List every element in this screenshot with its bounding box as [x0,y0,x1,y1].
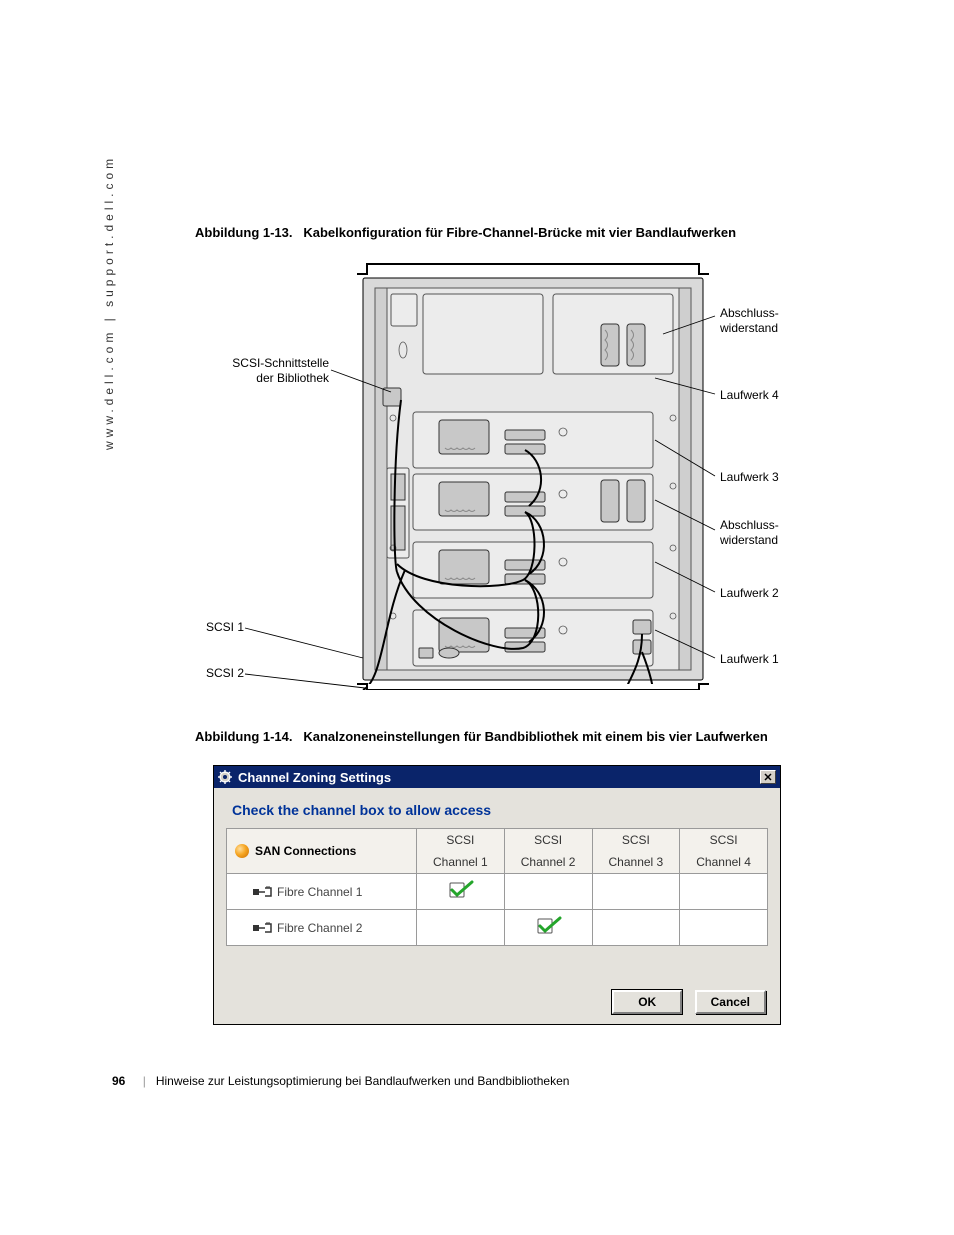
col1-l2: Channel 1 [417,851,505,874]
zoning-cell[interactable] [592,910,680,946]
row-label: Fibre Channel 1 [227,874,417,910]
col1-l1: SCSI [417,829,505,852]
col3-l2: Channel 3 [592,851,680,874]
side-url-text: www.dell.com | support.dell.com [102,155,116,450]
close-button[interactable]: ✕ [760,770,776,784]
zoning-cell[interactable] [592,874,680,910]
fig2-caption-text: Kanalzoneneinstellungen für Bandbiblioth… [303,729,767,744]
table-row: Fibre Channel 2 [227,910,768,946]
fc-icon [253,886,271,898]
col2-l2: Channel 2 [504,851,592,874]
page-number: 96 [112,1074,125,1088]
gear-icon [218,770,232,784]
zoning-cell[interactable] [680,874,768,910]
dialog-title: Channel Zoning Settings [238,770,760,785]
zoning-table: SAN Connections SCSI SCSI SCSI SCSI Chan… [226,828,768,946]
dialog-button-row: OK Cancel [604,990,766,1014]
zoning-cell[interactable] [680,910,768,946]
zoning-cell[interactable] [417,910,505,946]
page-footer: 96 | Hinweise zur Leistungsoptimierung b… [112,1074,569,1088]
fig2-caption-prefix: Abbildung 1-14. [195,729,293,744]
table-row-header: SAN Connections [255,844,356,858]
fig1-caption-text: Kabelkonfiguration für Fibre-Channel-Brü… [303,225,736,240]
ok-button[interactable]: OK [612,990,682,1014]
footer-text: Hinweise zur Leistungsoptimierung bei Ba… [156,1074,570,1088]
footer-separator: | [143,1074,146,1088]
col4-l1: SCSI [680,829,768,852]
col3-l1: SCSI [592,829,680,852]
figure-1-caption: Abbildung 1-13. Kabelkonfiguration für F… [195,225,736,240]
figure-1-diagram: SCSI-Schnittstelle der Bibliothek SCSI 1… [195,252,795,702]
row-label: Fibre Channel 2 [227,910,417,946]
col2-l1: SCSI [504,829,592,852]
col4-l2: Channel 4 [680,851,768,874]
leader-lines [195,252,795,702]
zoning-cell[interactable] [417,874,505,910]
check-icon [537,916,559,934]
figure-2-caption: Abbildung 1-14. Kanalzoneneinstellungen … [195,729,768,744]
dialog-titlebar: Channel Zoning Settings ✕ [214,766,780,788]
san-orb-icon [235,844,249,858]
zoning-cell[interactable] [504,874,592,910]
check-icon [449,880,471,898]
zoning-cell[interactable] [504,910,592,946]
cancel-button[interactable]: Cancel [695,990,766,1014]
fc-icon [253,922,271,934]
fig1-caption-prefix: Abbildung 1-13. [195,225,293,240]
table-row: Fibre Channel 1 [227,874,768,910]
dialog-subtitle: Check the channel box to allow access [214,788,780,828]
channel-zoning-dialog: Channel Zoning Settings ✕ Check the chan… [213,765,781,1025]
